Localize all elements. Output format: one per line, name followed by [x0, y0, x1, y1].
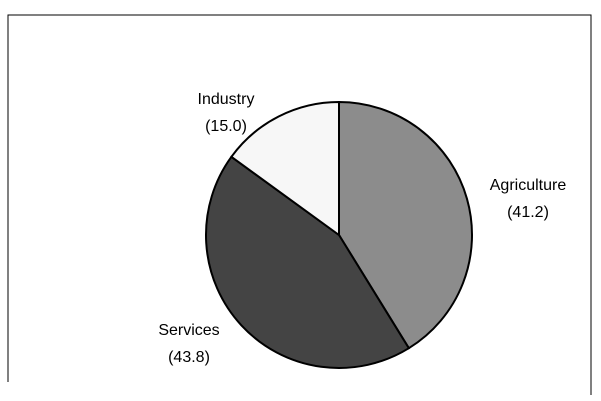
- pie-chart: [204, 100, 473, 369]
- slice-value-services: (43.8): [168, 349, 210, 366]
- slice-industry: [230, 100, 340, 237]
- slice-services: [204, 155, 411, 369]
- label-industry: Industry (15.0): [198, 91, 255, 135]
- slice-label-industry: Industry: [198, 91, 255, 108]
- slice-value-agriculture: (41.2): [507, 204, 549, 221]
- slice-label-agriculture: Agriculture: [490, 177, 567, 194]
- slice-agriculture: [338, 100, 473, 350]
- slice-value-industry: (15.0): [205, 118, 247, 135]
- label-services: Services (43.8): [158, 322, 219, 366]
- label-agriculture: Agriculture (41.2): [490, 177, 567, 221]
- chart-border: [7, 14, 592, 395]
- slice-label-services: Services: [158, 322, 219, 339]
